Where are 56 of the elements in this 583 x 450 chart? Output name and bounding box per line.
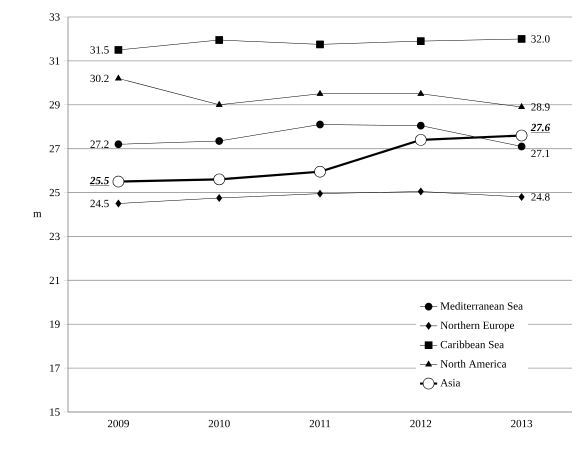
point: [316, 40, 324, 48]
point: [115, 74, 122, 80]
y-tick-label: 31: [50, 57, 60, 65]
y-tick-label: 29: [50, 101, 60, 108]
y-tick-label: 21: [50, 276, 60, 284]
point: [215, 36, 224, 44]
y-tick-label: 33: [50, 13, 60, 21]
point: [518, 142, 526, 150]
y-tick-label: 27: [50, 145, 60, 152]
data-label: 28.9: [531, 103, 550, 111]
point: [115, 200, 122, 208]
point: [114, 140, 122, 148]
y-tick-label: 25: [50, 188, 60, 196]
data-label: 27.6: [530, 124, 550, 132]
legend-label: North America: [440, 360, 506, 368]
point: [516, 130, 528, 142]
legend-label: Mediterranean Sea: [440, 302, 523, 310]
y-axis-title: m: [33, 212, 42, 218]
legend-label: Caribbean Sea: [440, 340, 504, 348]
point: [518, 193, 525, 201]
data-label: 24.8: [531, 193, 550, 201]
point: [518, 35, 526, 43]
point: [317, 190, 323, 198]
point: [417, 90, 424, 96]
data-label: 27.2: [90, 140, 109, 148]
point: [114, 46, 122, 54]
point: [316, 90, 324, 96]
y-tick-label: 23: [50, 232, 60, 240]
data-label: 24.5: [90, 200, 109, 208]
y-tick-label: 17: [50, 364, 60, 372]
x-tick-label: 2011: [310, 420, 330, 428]
point: [416, 122, 425, 130]
x-tick-label: 2013: [511, 420, 532, 428]
y-tick-label: 19: [50, 320, 60, 328]
point: [213, 174, 226, 186]
point: [415, 134, 427, 146]
point: [216, 194, 222, 202]
x-tick-label: 2009: [108, 420, 129, 428]
data-label: 32.0: [531, 35, 550, 43]
x-tick-label: 2012: [410, 420, 432, 428]
x-tick-label: 2010: [208, 420, 230, 428]
data-label: 27.1: [531, 150, 550, 158]
point: [314, 166, 326, 178]
legend-label: Asia: [440, 379, 460, 387]
point: [215, 137, 224, 145]
data-label: 30.2: [90, 74, 109, 82]
legend-label: Northern Europe: [440, 321, 514, 332]
data-label: 25.5: [90, 176, 109, 184]
point: [316, 120, 324, 128]
point: [518, 103, 525, 110]
point: [112, 176, 124, 188]
point: [418, 188, 424, 196]
y-tick-label: 15: [50, 408, 60, 416]
data-label: 31.5: [90, 46, 109, 54]
point: [416, 37, 425, 45]
point: [216, 100, 223, 107]
